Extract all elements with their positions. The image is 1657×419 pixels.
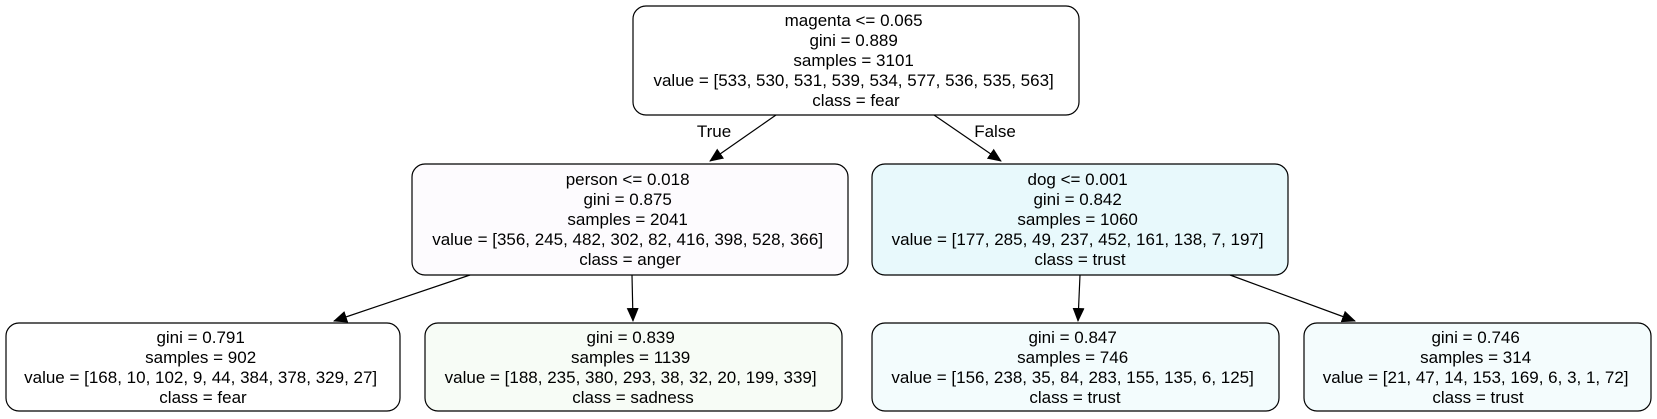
tree-leaf-3: gini = 0.847 samples = 746 value = [156,… xyxy=(871,322,1280,412)
svg-text:person <= 0.018 gini = 0: person <= 0.018 gini = 0.875 samples = 2… xyxy=(432,170,828,269)
svg-text:magenta <= 0.065 gini =: magenta <= 0.065 gini = 0.889 samples = … xyxy=(653,11,1058,110)
node-split-rule: magenta <= 0.065 xyxy=(785,11,923,30)
tree-node-right: dog <= 0.001 gini = 0.842 samples = 1060… xyxy=(871,163,1289,276)
edge-root-to-right xyxy=(933,114,1002,162)
node-gini: gini = 0.746 xyxy=(1431,328,1519,347)
node-samples: samples = 314 xyxy=(1420,348,1531,367)
node-samples: samples = 2041 xyxy=(567,210,688,229)
svg-text:gini = 0.746 samples = 3: gini = 0.746 samples = 314 value = [21, … xyxy=(1323,328,1634,407)
node-box xyxy=(424,322,843,412)
node-box xyxy=(5,322,401,412)
node-gini: gini = 0.791 xyxy=(156,328,244,347)
edge-right-to-leaf4 xyxy=(1229,274,1356,323)
node-gini: gini = 0.875 xyxy=(583,190,671,209)
svg-text:dog <= 0.001 gini = 0.84: dog <= 0.001 gini = 0.842 samples = 1060… xyxy=(892,170,1269,269)
node-value: value = [156, 238, 35, 84, 283, 155, 135… xyxy=(891,368,1254,387)
node-samples: samples = 3101 xyxy=(793,51,914,70)
node-samples: samples = 902 xyxy=(145,348,256,367)
node-value: value = [356, 245, 482, 302, 82, 416, 39… xyxy=(432,230,823,249)
edge-label-true: True xyxy=(697,122,731,141)
svg-text:gini = 0.839 samples = 1: gini = 0.839 samples = 1139 value = [188… xyxy=(445,328,822,407)
node-box xyxy=(632,5,1080,116)
edge-right-to-leaf3 xyxy=(1072,274,1085,322)
edge-label-false: False xyxy=(974,122,1016,141)
svg-text:gini = 0.791 samples = 9: gini = 0.791 samples = 902 value = [168,… xyxy=(24,328,382,407)
node-gini: gini = 0.889 xyxy=(809,31,897,50)
node-gini: gini = 0.842 xyxy=(1033,190,1121,209)
tree-node-root: magenta <= 0.065 gini = 0.889 samples = … xyxy=(632,5,1080,116)
node-class: class = trust xyxy=(1029,388,1120,407)
tree-leaf-2: gini = 0.839 samples = 1139 value = [188… xyxy=(424,322,843,412)
node-class: class = sadness xyxy=(572,388,693,407)
node-split-rule: dog <= 0.001 xyxy=(1028,170,1128,189)
node-class: class = anger xyxy=(579,250,681,269)
node-class: class = fear xyxy=(159,388,247,407)
tree-leaf-4: gini = 0.746 samples = 314 value = [21, … xyxy=(1303,322,1652,412)
node-class: class = trust xyxy=(1034,250,1125,269)
node-box xyxy=(411,163,849,276)
node-samples: samples = 746 xyxy=(1017,348,1128,367)
edge-left-to-leaf1 xyxy=(333,274,471,323)
node-gini: gini = 0.847 xyxy=(1028,328,1116,347)
node-class: class = fear xyxy=(812,91,900,110)
node-samples: samples = 1060 xyxy=(1017,210,1138,229)
tree-leaf-1: gini = 0.791 samples = 902 value = [168,… xyxy=(5,322,401,412)
node-class: class = trust xyxy=(1432,388,1523,407)
node-gini: gini = 0.839 xyxy=(586,328,674,347)
edge-root-to-left xyxy=(709,114,777,162)
node-value: value = [188, 235, 380, 293, 38, 32, 20,… xyxy=(445,368,817,387)
svg-text:gini = 0.847 samples = 7: gini = 0.847 samples = 746 value = [156,… xyxy=(891,328,1258,407)
node-value: value = [21, 47, 14, 153, 169, 6, 3, 1, … xyxy=(1323,368,1629,387)
edge-left-to-leaf2 xyxy=(626,274,639,322)
node-value: value = [177, 285, 49, 237, 452, 161, 13… xyxy=(892,230,1264,249)
node-box xyxy=(871,163,1289,276)
node-value: value = [533, 530, 531, 539, 534, 577, 5… xyxy=(653,71,1053,90)
node-box xyxy=(1303,322,1652,412)
node-value: value = [168, 10, 102, 9, 44, 384, 378, … xyxy=(24,368,377,387)
node-split-rule: person <= 0.018 xyxy=(566,170,690,189)
tree-node-left: person <= 0.018 gini = 0.875 samples = 2… xyxy=(411,163,849,276)
node-box xyxy=(871,322,1280,412)
node-samples: samples = 1139 xyxy=(571,348,690,367)
